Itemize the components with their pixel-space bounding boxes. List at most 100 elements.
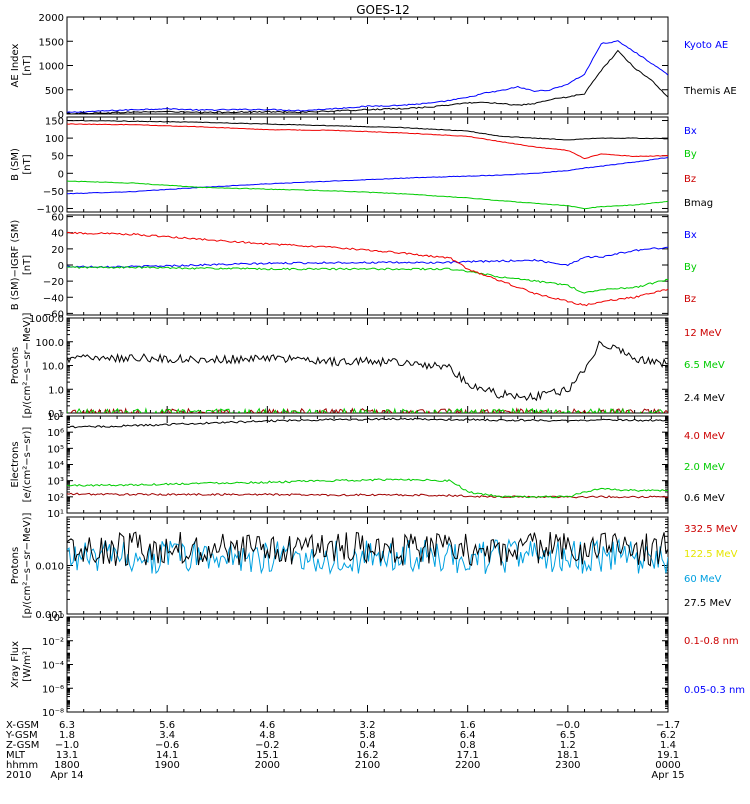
- y-axis-label: Electrons: [10, 441, 21, 487]
- legend-label: 0.6 MeV: [684, 493, 725, 504]
- legend-label: Bx: [684, 230, 697, 241]
- x-axis-value: 2100: [355, 760, 380, 771]
- y-tick-label: 100.0: [35, 338, 64, 349]
- y-tick-label: 1000.0: [29, 314, 64, 325]
- series-line-themis-ae: [67, 49, 668, 114]
- x-axis-value: 19.1: [657, 750, 679, 761]
- y-tick-label: 0: [58, 169, 64, 180]
- x-axis-value: Apr 14: [50, 770, 83, 781]
- series-line-bmag: [67, 119, 668, 141]
- x-axis-value: 6.5: [560, 730, 576, 741]
- y-tick-label: 100: [45, 134, 64, 145]
- x-axis-value: −0.0: [556, 720, 580, 731]
- series-line-0-6-mev: [67, 417, 668, 429]
- y-tick-label: −40: [43, 293, 64, 304]
- y-axis-label: Protons: [10, 347, 21, 384]
- series-line-60-mev: [67, 538, 668, 576]
- legend-label: Bz: [684, 294, 696, 305]
- series-group: [67, 531, 668, 576]
- x-axis-value: 6.4: [460, 730, 476, 741]
- x-axis-value: 18.1: [557, 750, 579, 761]
- legend-label: 60 MeV: [684, 574, 722, 585]
- panel-4: 0.1 1.0 10.0 100.0 1000.0 Protons [p/(cm²−s−sr…: [10, 312, 725, 420]
- legend-label: By: [684, 149, 697, 160]
- x-axis-value: 1.4: [660, 740, 676, 751]
- y-tick-label: −60: [43, 309, 64, 320]
- x-axis-row-label: 2010: [6, 770, 31, 781]
- panel-frame: [66, 214, 669, 316]
- legend-label: Bmag: [684, 198, 713, 209]
- panel-frame: [66, 16, 669, 115]
- y-tick-label: 10²: [47, 493, 64, 504]
- legend-label: 27.5 MeV: [684, 598, 731, 609]
- y-tick-label: 10⁻⁸: [42, 708, 64, 719]
- legend-label: 0.05-0.3 nm: [684, 685, 745, 696]
- panel-7: 10⁻⁸ 10⁻⁶ 10⁻⁴ 10⁻² 10⁰ Xray Flux [W/m²] 0.1-0.…: [10, 613, 745, 719]
- y-tick-label: 1000: [39, 62, 64, 73]
- y-tick-label: 10⁷: [47, 412, 64, 423]
- x-axis-row-label: MLT: [6, 750, 26, 761]
- y-tick-label: 10⁰: [47, 613, 64, 624]
- y-axis-unit: [p/(cm²−s−sr−MeV)]: [22, 312, 33, 418]
- y-axis-unit: [nT]: [22, 55, 33, 75]
- legend-label: Bz: [684, 174, 696, 185]
- y-tick-label: 10⁴: [47, 461, 64, 472]
- series-group: [67, 119, 668, 210]
- y-axis-label: B (SM)−IGRF (SM): [10, 220, 21, 311]
- legend-label: Themis AE: [683, 86, 737, 97]
- panel-frame: [66, 317, 669, 414]
- y-tick-label: 2000: [39, 13, 64, 24]
- panel-3: −60 −40 −20 0 20 40 60 B (SM)−IGRF (SM) [nT] Bx By…: [10, 213, 697, 321]
- x-axis-value: −0.2: [255, 740, 279, 751]
- plot-title: GOES-12: [356, 3, 410, 17]
- y-tick-label: 1.0: [48, 385, 64, 396]
- y-tick-label: 10⁶: [47, 428, 64, 439]
- x-axis-value: 1.6: [460, 720, 476, 731]
- x-axis-value: 1800: [54, 760, 79, 771]
- panel-frame: [66, 516, 669, 615]
- series-line-bx: [67, 157, 668, 195]
- y-tick-label: 0.010: [35, 562, 64, 573]
- x-axis-value: 2300: [555, 760, 580, 771]
- panel-6: 0.001 0.010 Protons [p/(cm²−s−sr−MeV)] 332.5…: [10, 512, 738, 621]
- legend-label: 122.5 MeV: [684, 549, 738, 560]
- panel-1: 0 500 1000 1500 2000 AE Index [nT] Kyoto AE Them…: [10, 13, 737, 121]
- series-line-bx: [67, 246, 668, 269]
- x-axis-value: −1.7: [656, 720, 680, 731]
- y-tick-label: 0.001: [35, 610, 64, 621]
- legend-label: 2.4 MeV: [684, 393, 725, 404]
- legend-label: 4.0 MeV: [684, 431, 725, 442]
- x-axis-row-label: hhmm: [6, 760, 38, 771]
- series-line-27-5-mev: [67, 531, 668, 567]
- series-line-4-0-mev: [67, 492, 668, 499]
- legend-label: 2.0 MeV: [684, 462, 725, 473]
- x-axis-value: 3.4: [159, 730, 175, 741]
- x-axis-value: 2200: [455, 760, 480, 771]
- y-tick-label: 10.0: [42, 362, 64, 373]
- y-axis-unit: [nT]: [22, 154, 33, 174]
- series-line-bz: [67, 231, 668, 307]
- y-tick-label: 20: [51, 245, 64, 256]
- y-tick-label: −50: [43, 187, 64, 198]
- legend-label: 6.5 MeV: [684, 360, 725, 371]
- y-tick-label: −20: [43, 277, 64, 288]
- y-axis-label: AE Index: [10, 43, 21, 87]
- x-axis-value: 4.8: [259, 730, 275, 741]
- x-axis-value: 2000: [255, 760, 280, 771]
- x-axis-value: 5.8: [360, 730, 376, 741]
- y-tick-label: 0: [58, 261, 64, 272]
- y-tick-label: 500: [45, 86, 64, 97]
- y-tick-label: 0: [58, 110, 64, 121]
- x-axis-value: 4.6: [259, 720, 275, 731]
- x-axis-value: 6.3: [59, 720, 75, 731]
- x-axis-value: 15.1: [256, 750, 278, 761]
- y-axis-label: Xray Flux: [10, 641, 21, 688]
- panel-frame: [66, 616, 669, 713]
- series-group: [67, 340, 668, 413]
- y-tick-label: 60: [51, 213, 64, 224]
- legend-label: Bx: [684, 126, 697, 137]
- x-axis-value: 0.8: [460, 740, 476, 751]
